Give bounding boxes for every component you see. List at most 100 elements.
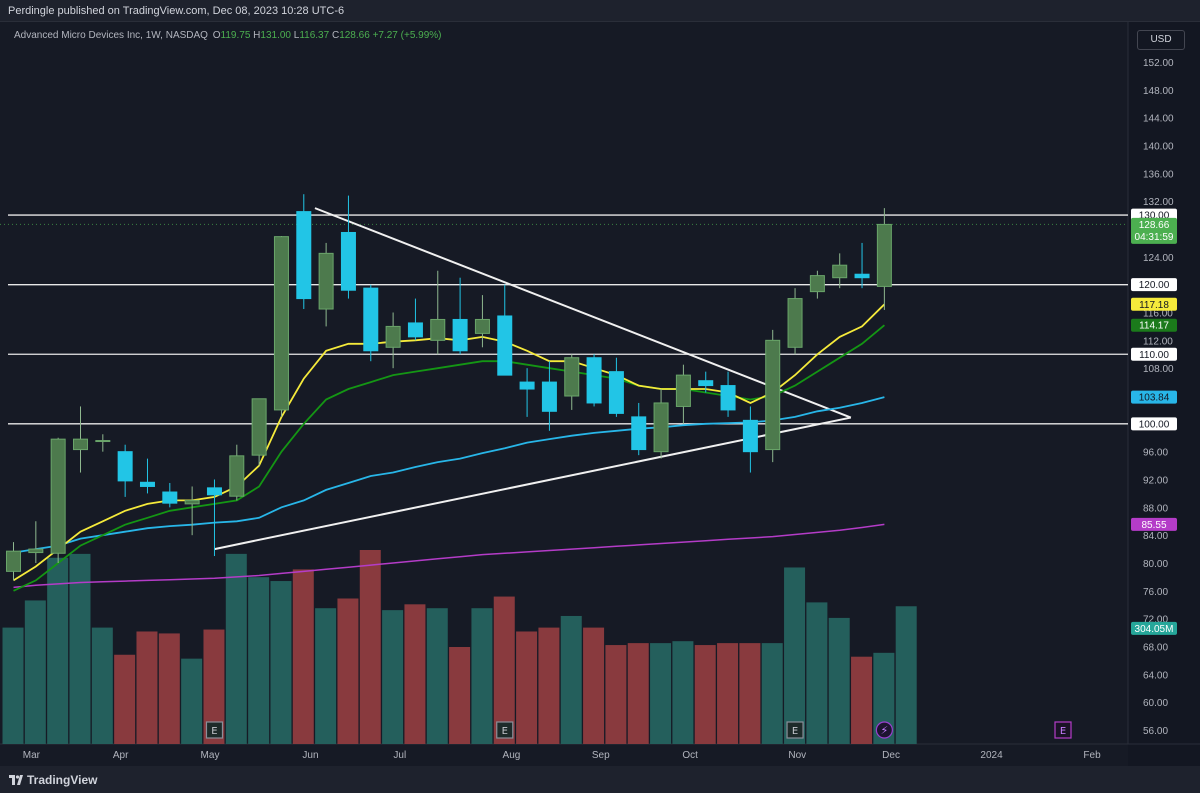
earnings-marker[interactable]: E <box>1054 721 1072 739</box>
price-label-box <box>1131 347 1177 361</box>
candle-body[interactable] <box>184 499 200 505</box>
volume-bar <box>225 553 247 744</box>
volume-bar <box>47 557 69 744</box>
x-tick-label: Mar <box>23 750 41 761</box>
candle-body[interactable] <box>28 548 44 554</box>
y-tick-label: 148.00 <box>1143 86 1174 97</box>
chart-area[interactable]: E E E ⚡ E 56.00 60.00 64.00 68.00 72.00 76.00 80.00… <box>0 22 1200 766</box>
price-label-box <box>1131 417 1177 431</box>
candle-body[interactable] <box>318 252 334 310</box>
symbol-title: Advanced Micro Devices Inc, 1W, NASDAQ <box>14 30 208 41</box>
x-tick-label: Dec <box>882 750 900 761</box>
currency-button[interactable]: USD <box>1137 30 1185 50</box>
open-label: O <box>212 30 221 41</box>
candle-body[interactable] <box>653 402 669 453</box>
volume-bar <box>583 627 605 744</box>
candle-body[interactable] <box>117 451 133 482</box>
volume-bar <box>404 604 426 744</box>
volume-bar <box>382 610 404 744</box>
volume-bar <box>449 647 471 744</box>
volume-bar <box>359 550 381 744</box>
candle-body[interactable] <box>541 381 557 412</box>
publish-info: Perdingle published on TradingView.com, … <box>8 5 345 17</box>
candle-body[interactable] <box>854 273 870 279</box>
volume-bar <box>426 608 448 744</box>
change-value: +7.27 (+5.99%) <box>372 30 442 41</box>
candle-body[interactable] <box>139 481 155 487</box>
volume-bar <box>337 598 359 744</box>
candle-body[interactable] <box>407 322 423 338</box>
price-chart[interactable]: E E E ⚡ E 56.00 60.00 64.00 68.00 72.00 76.00 80.00… <box>0 22 1200 766</box>
volume-bar <box>2 627 24 744</box>
price-label-box <box>1131 297 1177 311</box>
y-tick-label: 152.00 <box>1143 58 1174 69</box>
candle-body[interactable] <box>631 416 647 451</box>
candle-body[interactable] <box>296 211 312 300</box>
low-value: 116.37 <box>299 30 330 41</box>
price-label-box <box>1131 278 1177 292</box>
tradingview-logo-icon <box>9 775 23 785</box>
candle-body[interactable] <box>832 264 848 279</box>
x-tick-label: May <box>201 750 220 761</box>
y-tick-label: 56.00 <box>1143 726 1168 737</box>
candle-body[interactable] <box>675 374 691 407</box>
candle-body[interactable] <box>251 398 267 456</box>
x-tick-label: Oct <box>682 750 698 761</box>
candle-body[interactable] <box>519 381 535 390</box>
earnings-marker[interactable]: E <box>205 721 224 739</box>
y-tick-label: 132.00 <box>1143 197 1174 208</box>
y-tick-label: 144.00 <box>1143 114 1174 125</box>
candle-body[interactable] <box>452 318 468 352</box>
y-tick-label: 124.00 <box>1143 253 1174 264</box>
candle-body[interactable] <box>430 318 446 341</box>
candle-body[interactable] <box>95 440 111 443</box>
candle-body[interactable] <box>608 371 624 414</box>
y-tick-label: 116.00 <box>1143 309 1173 320</box>
volume-bar <box>717 643 739 744</box>
candle-body[interactable] <box>787 298 803 348</box>
candle-body[interactable] <box>809 275 825 293</box>
x-tick-label: Jun <box>302 750 318 761</box>
y-tick-label: 64.00 <box>1143 670 1168 681</box>
candle-body[interactable] <box>474 318 490 334</box>
volume-bar <box>895 606 917 744</box>
earnings-marker[interactable]: ⚡ <box>875 721 893 739</box>
candle-body[interactable] <box>363 287 379 352</box>
candle-body[interactable] <box>698 380 714 387</box>
volume-bar <box>315 608 337 744</box>
candle-body[interactable] <box>162 491 178 504</box>
trendline[interactable] <box>314 207 852 419</box>
candle-body[interactable] <box>876 223 892 287</box>
candle-body[interactable] <box>720 385 736 411</box>
candle-body[interactable] <box>742 419 758 453</box>
high-value: 131.00 <box>260 30 291 41</box>
ohlc-legend: Advanced Micro Devices Inc, 1W, NASDAQ O… <box>14 30 442 41</box>
candle-body[interactable] <box>765 339 781 451</box>
y-tick-label: 108.00 <box>1143 364 1174 375</box>
volume-bar <box>873 652 895 744</box>
candle-body[interactable] <box>497 315 513 376</box>
volume-bar <box>203 629 225 744</box>
y-tick-label: 136.00 <box>1143 169 1174 180</box>
volume-bar <box>91 627 113 744</box>
earnings-marker[interactable]: E <box>786 721 804 739</box>
ema-short-line <box>13 303 886 582</box>
candle-body[interactable] <box>229 455 245 497</box>
candle-body[interactable] <box>385 325 401 348</box>
x-tick-label: Apr <box>113 750 129 761</box>
svg-text:E: E <box>502 726 508 737</box>
candle-body[interactable] <box>340 231 356 291</box>
candle-body[interactable] <box>50 438 66 554</box>
earnings-marker[interactable]: E <box>496 721 514 739</box>
candle-body[interactable] <box>273 236 289 411</box>
candle-body[interactable] <box>586 357 602 404</box>
candle-body[interactable] <box>72 438 88 451</box>
price-label: 128.66 <box>1139 220 1170 231</box>
y-tick-label: 80.00 <box>1143 559 1168 570</box>
x-tick-label: Feb <box>1083 750 1101 761</box>
candle-body[interactable] <box>206 487 222 496</box>
volume-bar <box>158 633 180 744</box>
candle-body[interactable] <box>564 357 580 397</box>
tradingview-logo[interactable]: TradingView <box>9 773 97 787</box>
candle-body[interactable] <box>6 550 21 572</box>
